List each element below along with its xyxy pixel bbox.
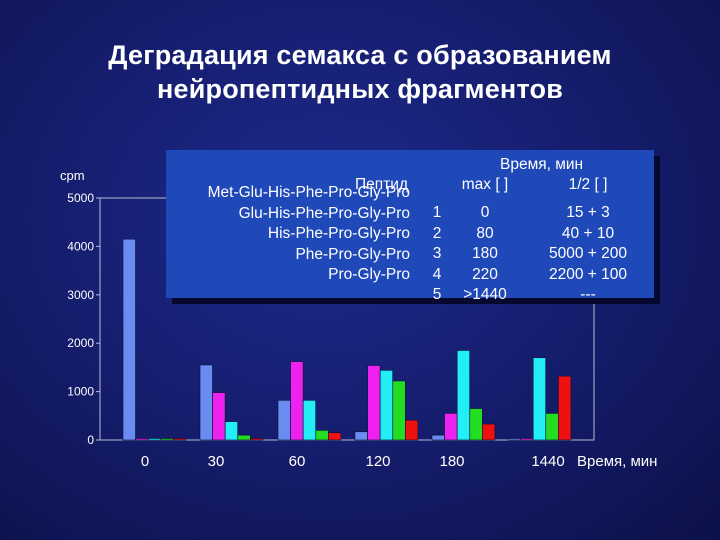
max-column: 0 80 180 220 >1440 <box>448 203 522 306</box>
bar-1440-series-1 <box>507 438 521 441</box>
x-tick-label: 0 <box>141 453 149 470</box>
bar-0-series-3 <box>147 438 161 441</box>
bar-30-series-3 <box>224 421 238 441</box>
bar-0-series-4 <box>160 438 174 441</box>
x-tick-label: 1440 <box>531 453 564 470</box>
num-2: 2 <box>432 224 442 242</box>
bar-1440-series-2 <box>520 438 534 441</box>
bar-30-series-5 <box>250 438 264 441</box>
half-2: 40 + 10 <box>561 224 615 242</box>
bar-1440-series-5 <box>558 375 572 441</box>
bar-120-series-2 <box>367 365 381 441</box>
bar-180-series-2 <box>444 413 458 441</box>
y-tick-label: 2000 <box>67 336 94 350</box>
bar-180-series-3 <box>456 350 471 441</box>
y-axis-label: cpm <box>60 168 85 183</box>
x-tick-label: 60 <box>289 453 306 470</box>
bar-120-series-5 <box>405 419 419 441</box>
bar-0-series-2 <box>135 438 149 441</box>
peptide-2: Glu-His-Phe-Pro-Gly-Pro <box>238 204 410 222</box>
bar-0-series-5 <box>173 438 187 441</box>
peptide-3: His-Phe-Pro-Gly-Pro <box>267 225 410 242</box>
bar-30-series-4 <box>237 434 251 441</box>
max-4: 220 <box>472 265 498 283</box>
x-tick-label: 120 <box>365 453 390 470</box>
peptide-4: Phe-Pro-Gly-Pro <box>295 245 410 263</box>
bar-1440-series-4 <box>545 413 559 441</box>
number-column: 1 2 3 4 5 <box>430 203 444 306</box>
bar-60-series-3 <box>302 400 317 441</box>
bar-1440-series-3 <box>532 357 547 441</box>
bar-60-series-1 <box>277 400 291 441</box>
y-tick-label: 0 <box>87 433 94 447</box>
peptide-column: Met-Glu-His-Phe-Pro-Gly-Pro Glu-His-Phe-… <box>208 183 410 286</box>
max-3: 180 <box>472 245 498 262</box>
half-3: 5000 + 200 <box>548 245 627 262</box>
max-5: >1440 <box>463 286 507 303</box>
bar-30-series-1 <box>199 364 213 441</box>
chart-title: Деградация семакса с образованием нейроп… <box>0 38 720 106</box>
y-tick-label: 5000 <box>67 191 94 205</box>
chart-bars <box>122 238 572 441</box>
bar-180-series-4 <box>469 408 483 441</box>
y-tick-label: 4000 <box>67 239 94 253</box>
bar-180-series-5 <box>482 423 496 441</box>
num-4: 4 <box>432 265 442 283</box>
half-1: 15 + 3 <box>566 204 610 221</box>
x-tick-label: 180 <box>439 453 464 470</box>
bar-120-series-3 <box>379 370 394 441</box>
max-header: max [ ] <box>461 176 509 193</box>
title-line-2: нейропептидных фрагментов <box>156 74 564 104</box>
bar-30-series-2 <box>212 392 226 441</box>
max-1: 0 <box>480 204 490 221</box>
half-life-column: 15 + 3 40 + 10 5000 + 200 2200 + 100 --- <box>530 203 646 306</box>
peptide-info-box: Время, мин Пептид max [ ] 1/2 [ ] Met-Gl… <box>166 150 654 303</box>
bar-60-series-5 <box>328 432 342 441</box>
num-5: 5 <box>432 286 442 303</box>
peptide-header: Пептид <box>355 176 408 193</box>
half-4: 2200 + 100 <box>548 265 627 283</box>
num-1: 1 <box>432 204 442 221</box>
time-header: Время, мин <box>500 156 584 173</box>
bar-60-series-4 <box>315 430 329 441</box>
half-header: 1/2 [ ] <box>568 176 608 193</box>
peptide-1: Met-Glu-His-Phe-Pro-Gly-Pro <box>207 184 410 201</box>
y-tick-label: 1000 <box>67 385 94 399</box>
num-3: 3 <box>432 245 442 262</box>
half-5: --- <box>580 286 596 303</box>
bar-180-series-1 <box>431 434 445 441</box>
bar-120-series-4 <box>392 380 406 441</box>
peptide-5: Pro-Gly-Pro <box>328 266 410 283</box>
title-line-1: Деградация семакса с образованием <box>108 40 612 70</box>
x-axis-label: Время, мин <box>577 453 657 470</box>
bar-120-series-1 <box>354 431 368 441</box>
bar-0-series-1 <box>122 238 136 441</box>
max-2: 80 <box>476 224 494 242</box>
bar-60-series-2 <box>290 361 304 441</box>
y-tick-label: 3000 <box>67 288 94 302</box>
x-tick-label: 30 <box>208 453 225 470</box>
